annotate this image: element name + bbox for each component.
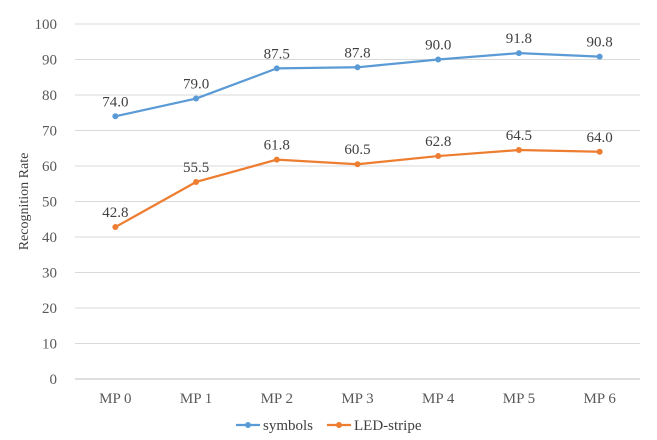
legend-label: symbols (263, 418, 313, 434)
data-label: 87.5 (264, 46, 290, 62)
y-tick-label: 90 (42, 53, 57, 69)
data-point (515, 147, 522, 154)
data-point (435, 56, 442, 63)
legend-marker (336, 422, 343, 428)
y-tick-label: 100 (35, 17, 58, 33)
series-LED-stripe: 42.8 55.5 61.8 60.5 62.8 64.5 64.0 (102, 128, 613, 231)
data-label: 90.0 (425, 38, 451, 54)
data-label: 60.5 (344, 142, 370, 158)
data-point (193, 95, 200, 102)
x-axis-ticks: MP 0 MP 1 MP 2 MP 3 MP 4 MP 5 MP 6 (99, 391, 616, 407)
data-label: 62.8 (425, 134, 451, 150)
data-label: 74.0 (102, 94, 128, 110)
data-point (435, 153, 442, 160)
legend-item-LED-stripe: LED-stripe (327, 418, 422, 434)
x-tick-label: MP 6 (583, 391, 616, 407)
y-tick-label: 30 (42, 266, 57, 282)
y-tick-label: 40 (42, 230, 57, 246)
data-point (273, 156, 280, 163)
data-point (354, 161, 361, 168)
legend-label: LED-stripe (354, 418, 422, 434)
data-point (515, 50, 522, 57)
data-label: 91.8 (506, 31, 532, 47)
y-axis-ticks: 0 10 20 30 40 50 60 70 80 90 100 (35, 17, 58, 388)
series-symbols: 74.0 79.0 87.5 87.8 90.0 91.8 90.8 (102, 31, 613, 120)
data-label: 55.5 (183, 160, 209, 176)
x-tick-label: MP 0 (99, 391, 131, 407)
x-tick-label: MP 2 (261, 391, 293, 407)
legend-item-symbols: symbols (236, 418, 313, 434)
data-label: 42.8 (102, 205, 128, 221)
data-label: 90.8 (587, 35, 613, 51)
data-label: 79.0 (183, 77, 209, 93)
data-point (596, 53, 603, 60)
x-tick-label: MP 3 (341, 391, 373, 407)
data-label: 64.5 (506, 128, 532, 144)
legend-marker (245, 422, 251, 428)
gridlines (75, 23, 640, 344)
y-tick-label: 80 (42, 88, 57, 104)
data-point (354, 64, 361, 71)
y-tick-label: 50 (42, 195, 57, 211)
data-label: 64.0 (587, 130, 613, 146)
y-tick-label: 0 (50, 372, 58, 388)
data-label: 61.8 (264, 138, 290, 154)
y-tick-label: 60 (42, 159, 57, 175)
y-tick-label: 10 (42, 337, 57, 353)
x-tick-label: MP 1 (180, 391, 212, 407)
data-point (112, 113, 119, 120)
data-point (596, 148, 603, 155)
data-label: 87.8 (344, 45, 370, 61)
data-point (273, 65, 280, 72)
y-tick-label: 70 (42, 124, 57, 140)
x-tick-label: MP 4 (422, 391, 455, 407)
series-group: 74.0 79.0 87.5 87.8 90.0 91.8 90.8 42.8 55.5 61.8… (102, 31, 613, 231)
legend: symbols LED-stripe (236, 418, 422, 434)
data-point (193, 178, 200, 185)
data-point (112, 224, 119, 231)
y-tick-label: 20 (42, 301, 57, 317)
x-tick-label: MP 5 (503, 391, 535, 407)
y-axis-title: Recognition Rate (17, 153, 32, 251)
